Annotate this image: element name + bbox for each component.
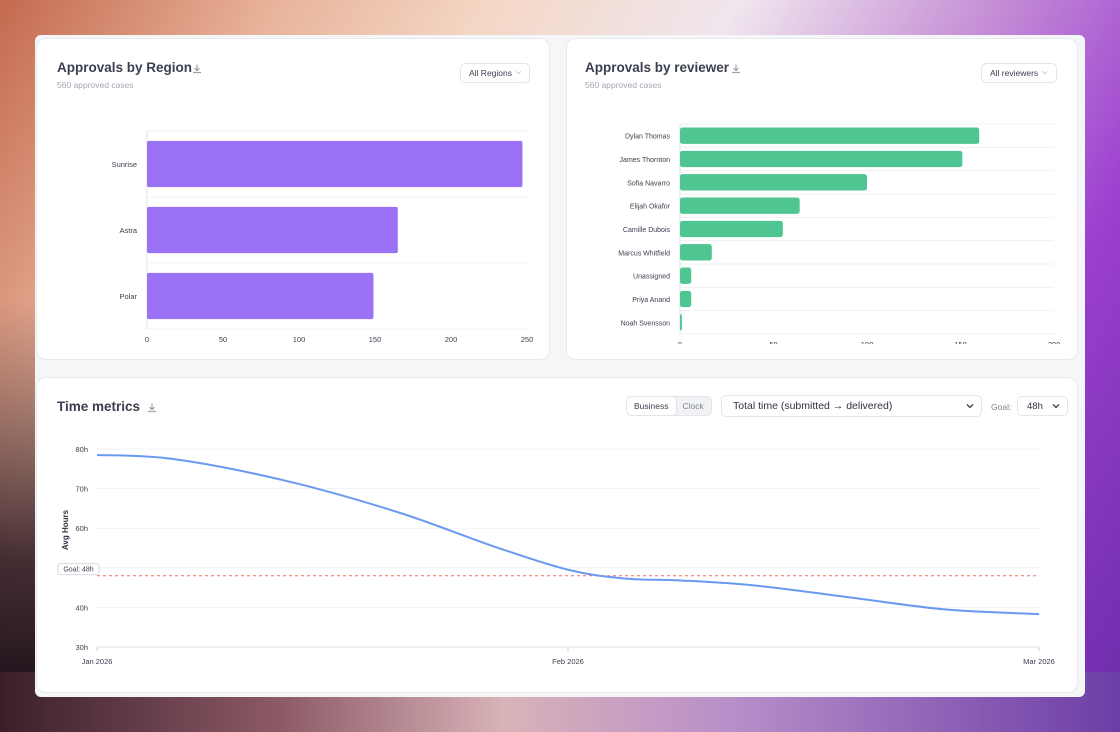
tick-label: 30h <box>75 643 88 652</box>
bar <box>680 314 682 331</box>
bar <box>680 174 867 191</box>
region-filter-dropdown[interactable]: All Regions ⌵ <box>460 63 531 83</box>
tick-label: 150 <box>369 335 382 344</box>
tick-label: Feb 2026 <box>552 657 584 666</box>
tick-label: 250 <box>521 335 534 344</box>
bar <box>680 127 980 144</box>
card-title: Approvals by Region <box>57 60 193 75</box>
bar <box>680 197 800 214</box>
tick-label: 150 <box>954 340 967 344</box>
tick-label: 80h <box>75 445 88 454</box>
category-label: Sofia Navarro <box>627 180 670 187</box>
reviewer-bar-chart: Dylan Thomas James Thornton Sofia Navarro E… <box>618 123 1061 344</box>
tick-label: 100 <box>861 340 874 344</box>
tick-label: 0 <box>678 340 682 344</box>
tick-label: 60h <box>75 524 88 533</box>
dropdown-label: All reviewers <box>990 68 1039 78</box>
bar <box>680 290 692 308</box>
bar <box>147 206 398 254</box>
time-basis-toggle: Business Clock <box>626 396 712 416</box>
y-axis-label: Avg Hours <box>61 509 70 550</box>
series-line <box>96 453 1040 616</box>
card-subtitle: 560 approved cases <box>57 80 134 90</box>
download-icon[interactable] <box>191 63 203 75</box>
category-label: Dylan Thomas <box>625 134 671 141</box>
toggle-business[interactable]: Business <box>627 397 676 415</box>
region-card: Approvals by Region 560 approved cases A… <box>36 38 550 360</box>
category-label: Marcus Whitfield <box>618 250 670 257</box>
category-label: Sunrise <box>112 160 137 169</box>
category-label: Noah Svensson <box>621 320 671 327</box>
chevron-down-icon <box>1052 404 1060 409</box>
card-subtitle: 560 approved cases <box>585 80 662 90</box>
category-label: James Thornton <box>620 157 671 164</box>
download-icon[interactable] <box>146 402 158 414</box>
card-title: Approvals by reviewer <box>585 60 730 75</box>
category-label: Unassigned <box>633 274 670 281</box>
bar <box>680 244 712 261</box>
time-metrics-card: Time metrics Business Clock Total time (… <box>36 377 1078 693</box>
metric-select-value: Total time (submitted → delivered) <box>733 400 893 412</box>
tick-label: 200 <box>1048 340 1061 344</box>
tick-label: Mar 2026 <box>1023 657 1055 666</box>
dashboard-panel: Approvals by Region 560 approved cases A… <box>35 35 1085 697</box>
region-bar-chart: Sunrise Astra Polar 0 50 100 150 200 250 <box>112 130 534 344</box>
tick-label: 50 <box>769 340 777 344</box>
category-label: Camille Dubois <box>623 227 671 234</box>
card-title: Time metrics <box>57 399 141 414</box>
toggle-clock[interactable]: Clock <box>682 401 704 411</box>
tick-label: 0 <box>145 335 149 344</box>
tick-label: 100 <box>293 335 306 344</box>
bar <box>147 140 523 188</box>
download-icon[interactable] <box>730 63 742 75</box>
dropdown-label: All Regions <box>469 68 512 78</box>
reviewer-card: Approvals by reviewer 560 approved cases… <box>566 38 1078 360</box>
goal-badge <box>57 563 100 576</box>
category-label: Astra <box>119 226 137 235</box>
bar <box>680 267 692 284</box>
category-label: Priya Anand <box>632 297 670 304</box>
bar <box>147 272 374 320</box>
chevron-down-icon: ⌵ <box>1042 69 1048 76</box>
goal-label: Goal: <box>991 402 1012 412</box>
category-label: Elijah Okafor <box>630 204 671 211</box>
tick-label: 50 <box>219 335 227 344</box>
tick-label: 40h <box>75 603 88 612</box>
metric-select[interactable]: Total time (submitted → delivered) <box>721 395 982 417</box>
goal-select-value: 48h <box>1027 400 1043 412</box>
tick-label: 70h <box>75 485 88 494</box>
goal-badge-label: Goal: 48h <box>63 567 93 574</box>
tick-label: Jan 2026 <box>82 657 113 666</box>
bar <box>680 150 963 168</box>
bar <box>680 220 783 238</box>
reviewer-filter-dropdown[interactable]: All reviewers ⌵ <box>981 63 1057 83</box>
chevron-down-icon: ⌵ <box>516 69 522 76</box>
goal-select[interactable]: 48h <box>1017 396 1068 416</box>
tick-label: 200 <box>445 335 458 344</box>
category-label: Polar <box>119 292 137 301</box>
chevron-down-icon <box>966 404 974 409</box>
